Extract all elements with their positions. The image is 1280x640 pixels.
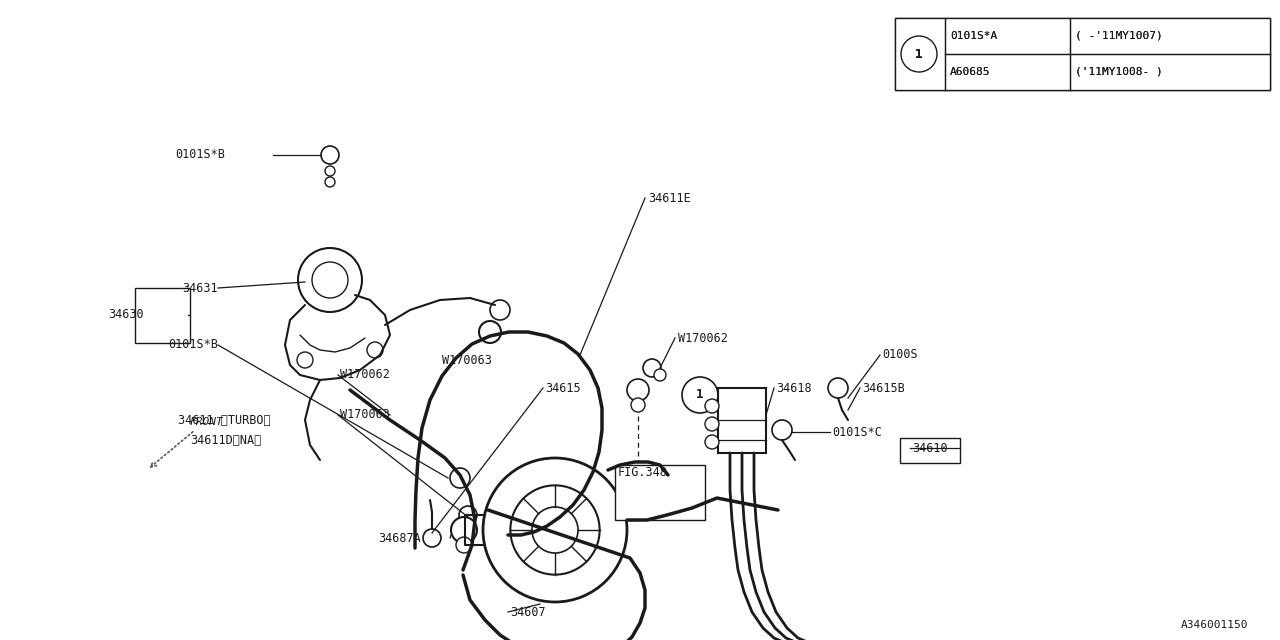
Text: ('11MY1008- ): ('11MY1008- ) [1075,67,1162,77]
Bar [900,438,960,463]
Bar [895,18,1270,90]
Text: FIG.348: FIG.348 [618,465,668,479]
Circle shape [297,352,314,368]
Circle shape [705,399,719,413]
Text: 34611 〈TURBO〉: 34611 〈TURBO〉 [178,413,270,426]
Text: W170063: W170063 [340,408,390,422]
Circle shape [627,379,649,401]
Text: 0101S*B: 0101S*B [168,339,218,351]
Text: W170063: W170063 [442,353,492,367]
Circle shape [479,321,500,343]
Text: 1: 1 [915,47,923,61]
Text: 0101S*A: 0101S*A [950,31,997,41]
Circle shape [682,377,718,413]
Circle shape [828,378,849,398]
Circle shape [901,36,937,72]
Circle shape [325,166,335,176]
Circle shape [483,458,627,602]
Circle shape [367,342,383,358]
Bar [895,18,1270,90]
Circle shape [705,417,719,431]
Text: 34630: 34630 [108,308,143,321]
Text: FRONT: FRONT [189,417,224,427]
Circle shape [325,177,335,187]
Circle shape [456,537,472,553]
Circle shape [772,420,792,440]
Text: A60685: A60685 [950,67,991,77]
Circle shape [321,146,339,164]
Text: 0100S: 0100S [882,349,918,362]
Circle shape [422,529,442,547]
Text: 0101S*B: 0101S*B [175,148,225,161]
Bar [718,388,765,453]
Bar [134,288,189,343]
Text: W170062: W170062 [678,332,728,344]
Circle shape [312,262,348,298]
Text: W170062: W170062 [340,369,390,381]
Circle shape [460,506,477,524]
Circle shape [631,398,645,412]
Circle shape [654,369,666,381]
Text: A60685: A60685 [950,67,991,77]
Circle shape [901,36,937,72]
Circle shape [532,507,579,553]
Bar [614,465,705,520]
Circle shape [451,468,470,488]
Text: 1: 1 [915,47,923,61]
Text: 34610: 34610 [911,442,947,454]
Text: 34611E: 34611E [648,191,691,205]
Text: ('11MY1008- ): ('11MY1008- ) [1075,67,1162,77]
Circle shape [705,435,719,449]
Circle shape [511,485,599,575]
Circle shape [451,517,477,543]
Text: 34618: 34618 [776,381,812,394]
Text: ( -'11MY1007): ( -'11MY1007) [1075,31,1162,41]
Text: 34607: 34607 [509,605,545,618]
Text: 0101S*C: 0101S*C [832,426,882,438]
Text: 34615: 34615 [545,381,581,394]
Text: 34615B: 34615B [861,381,905,394]
Circle shape [490,300,509,320]
Text: 34687A: 34687A [378,531,421,545]
Text: 34611D〈NA〉: 34611D〈NA〉 [189,433,261,447]
Circle shape [643,359,660,377]
Circle shape [298,248,362,312]
Text: 1: 1 [696,388,704,401]
Text: ( -'11MY1007): ( -'11MY1007) [1075,31,1162,41]
Text: 34631: 34631 [182,282,218,294]
Text: 0101S*A: 0101S*A [950,31,997,41]
Text: A346001150: A346001150 [1180,620,1248,630]
